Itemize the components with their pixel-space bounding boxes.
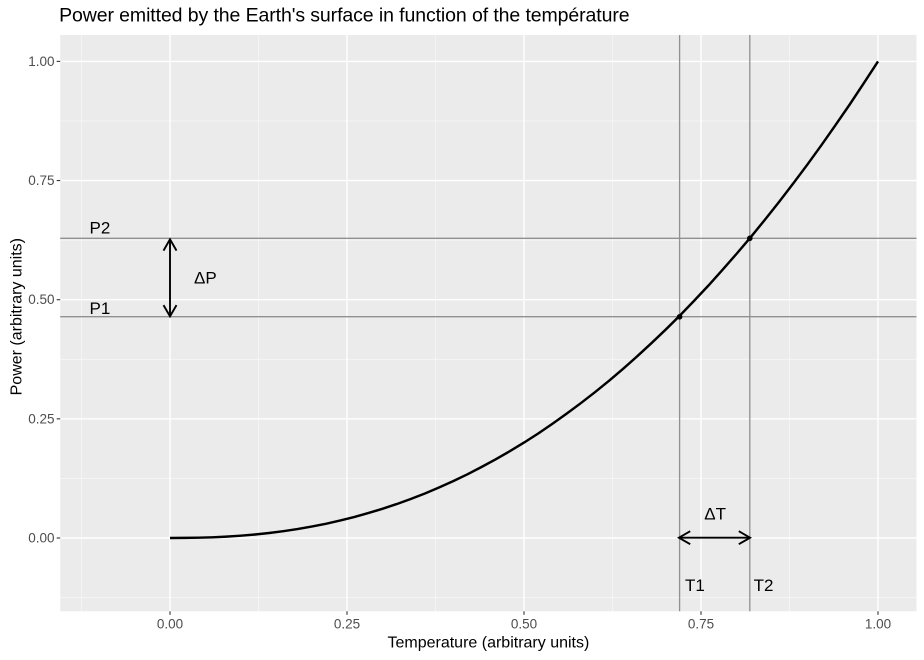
svg-text:0.75: 0.75 <box>28 173 54 188</box>
svg-text:ΔT: ΔT <box>704 505 726 524</box>
svg-text:0.00: 0.00 <box>28 531 54 546</box>
svg-text:0.50: 0.50 <box>28 292 54 307</box>
svg-text:P2: P2 <box>90 219 111 238</box>
svg-text:0.25: 0.25 <box>28 411 54 426</box>
svg-text:1.00: 1.00 <box>28 54 54 69</box>
svg-text:0.00: 0.00 <box>157 617 183 632</box>
svg-text:0.75: 0.75 <box>688 617 714 632</box>
svg-text:0.50: 0.50 <box>511 617 537 632</box>
svg-text:ΔP: ΔP <box>194 269 217 288</box>
svg-text:P1: P1 <box>90 299 111 318</box>
svg-text:Temperature (arbitrary units): Temperature (arbitrary units) <box>387 635 589 652</box>
svg-text:0.25: 0.25 <box>334 617 360 632</box>
svg-text:T1: T1 <box>685 576 705 595</box>
svg-text:Power emitted by the Earth's s: Power emitted by the Earth's surface in … <box>59 5 629 27</box>
svg-text:1.00: 1.00 <box>865 617 891 632</box>
svg-text:Power (arbitrary units): Power (arbitrary units) <box>8 238 25 395</box>
svg-text:T2: T2 <box>754 576 774 595</box>
